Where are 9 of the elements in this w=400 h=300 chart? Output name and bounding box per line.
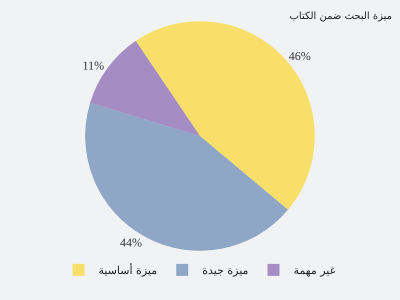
legend-label: ميزة أساسية [98, 263, 158, 278]
legend-label: غير مهمة [294, 264, 336, 278]
legend-label: ميزة جيدة [202, 264, 249, 278]
pie-slice [136, 21, 315, 210]
pie-slice [85, 102, 288, 251]
data-label: 46% [288, 49, 311, 64]
chart-title: ميزة البحث ضمن الكتاب [290, 11, 392, 22]
data-label: 11% [82, 58, 104, 72]
data-label: 44% [120, 235, 142, 250]
